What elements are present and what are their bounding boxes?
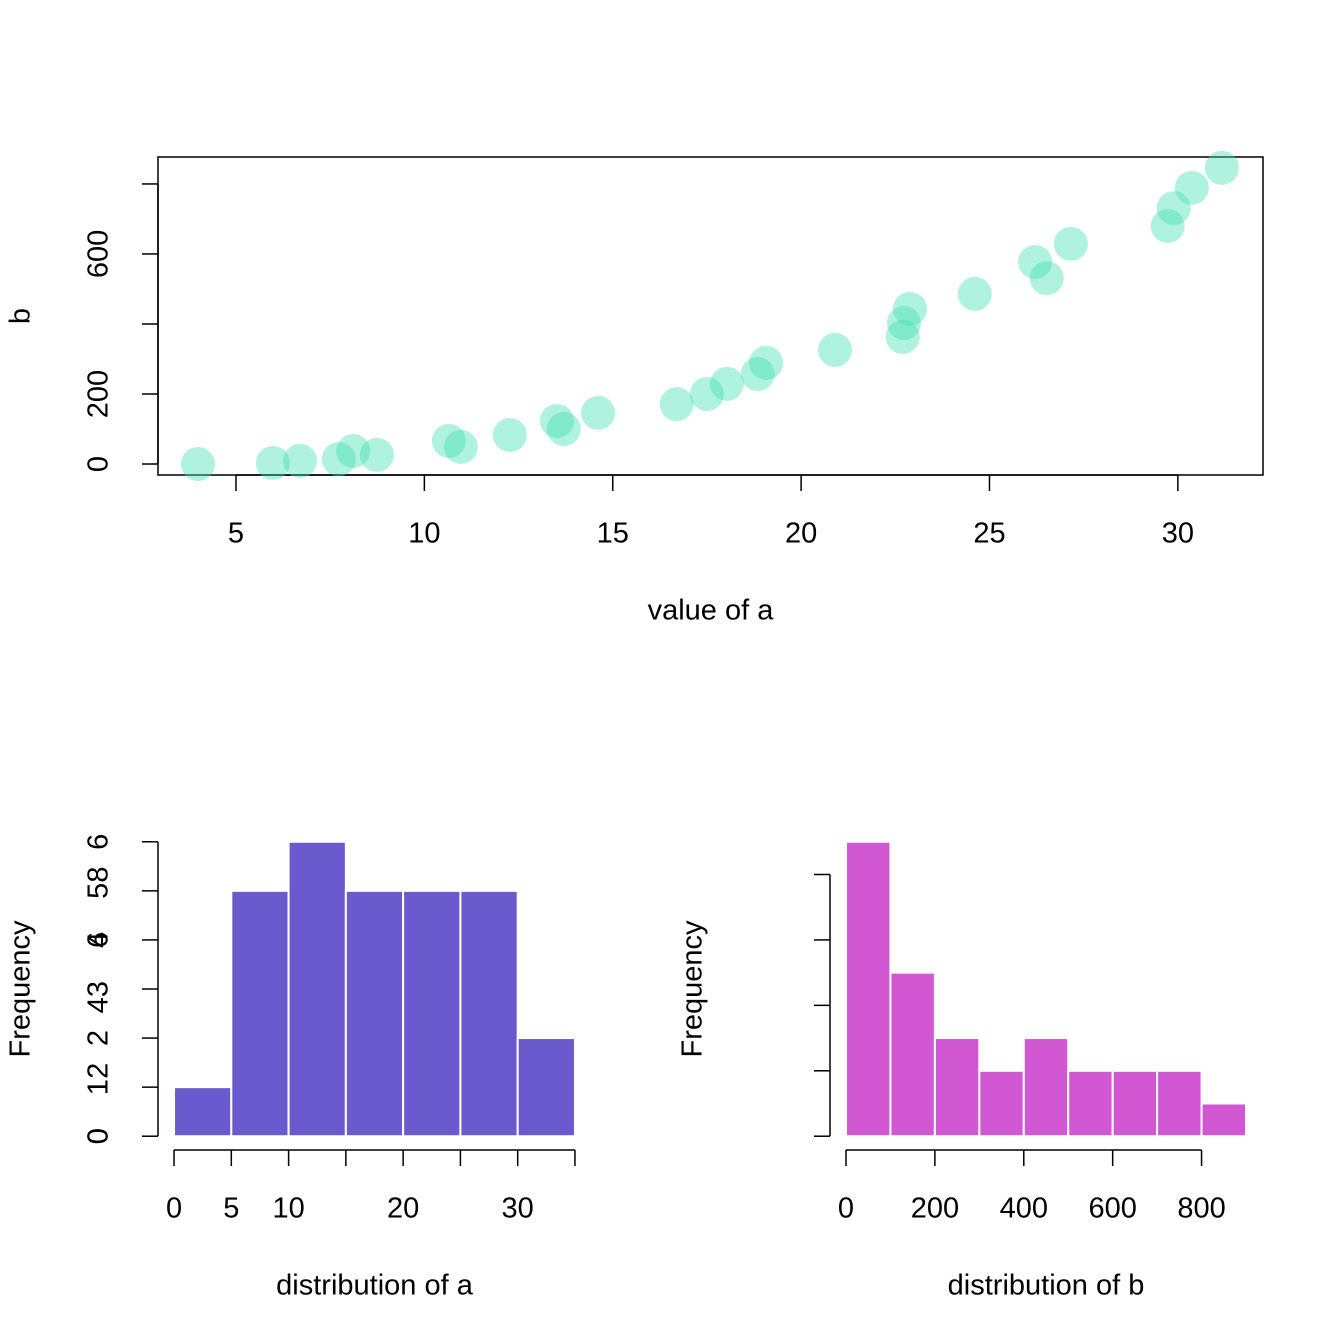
bar (516, 1037, 576, 1138)
bar (1022, 1037, 1070, 1138)
point (1174, 170, 1209, 205)
x-tick-label: 600 (1088, 1193, 1136, 1225)
point (443, 429, 478, 464)
y-tick-label: 2 (83, 1063, 115, 1079)
y-tick-label: 600 (83, 230, 115, 278)
y-tick-label: 0 (83, 456, 115, 472)
point (581, 395, 616, 430)
point (885, 319, 920, 354)
point (689, 376, 724, 411)
point (892, 291, 927, 326)
point (431, 423, 466, 458)
bar (287, 840, 347, 1138)
point (255, 445, 290, 480)
x-tick-label: 30 (1162, 518, 1194, 550)
x-tick-label: 400 (1000, 1193, 1048, 1225)
point (492, 417, 527, 452)
point (659, 387, 694, 422)
bar (230, 889, 290, 1138)
x-tick-label: 800 (1177, 1193, 1225, 1225)
point (283, 443, 318, 478)
bar (402, 889, 462, 1138)
bar (459, 889, 519, 1138)
x-tick-label: 200 (911, 1193, 959, 1225)
y-tick-label: 6 (83, 834, 115, 850)
point (1018, 245, 1053, 280)
point (1053, 226, 1088, 261)
point (1156, 191, 1191, 226)
bar (1200, 1102, 1247, 1138)
x-tick-label: 5 (228, 518, 244, 550)
x-tick-label: 5 (223, 1193, 239, 1225)
point (180, 447, 215, 482)
x-tick-label: 0 (838, 1193, 854, 1225)
point (359, 437, 394, 472)
point (321, 442, 356, 477)
y-tick-label: 200 (83, 370, 115, 418)
point (1204, 150, 1239, 185)
point (749, 345, 784, 380)
y-tick-label: 0 (83, 1128, 115, 1144)
bar (889, 971, 936, 1138)
x-axis-title: value of a (648, 595, 775, 627)
bar (1067, 1069, 1114, 1138)
bar (933, 1037, 981, 1138)
point (818, 332, 853, 367)
x-tick-label: 10 (408, 518, 440, 550)
y-tick-label: 0 (83, 1128, 115, 1144)
x-axis-title: distribution of a (276, 1270, 474, 1302)
x-tick-label: 15 (597, 518, 629, 550)
x-tick-label: 30 (502, 1193, 534, 1225)
plot-frame (157, 156, 1264, 476)
x-tick-label: 25 (973, 518, 1005, 550)
bar (1111, 1069, 1159, 1138)
point (1029, 261, 1064, 296)
bar (1156, 1069, 1203, 1138)
x-tick-label: 20 (387, 1193, 419, 1225)
y-axis-title: Frequency (677, 920, 709, 1058)
bar (845, 840, 892, 1138)
bar (173, 1086, 233, 1138)
point (709, 366, 744, 401)
x-tick-label: 0 (166, 1193, 182, 1225)
y-tick-label: 1 (83, 1079, 115, 1095)
y-tick-label: 3 (83, 981, 115, 997)
point (539, 403, 574, 438)
y-tick-label: 5 (83, 883, 115, 899)
point (1150, 208, 1185, 243)
x-tick-label: 20 (785, 518, 817, 550)
bar (344, 889, 405, 1138)
bar (978, 1069, 1025, 1138)
point (957, 276, 992, 311)
y-tick-label: 4 (83, 932, 115, 948)
x-axis-title: distribution of b (948, 1270, 1145, 1302)
y-tick-label: 6 (83, 932, 115, 948)
point (740, 357, 775, 392)
point (546, 412, 581, 447)
y-axis-title: Frequency (5, 920, 37, 1058)
y-tick-label: 8 (83, 866, 115, 882)
y-axis-title: b (5, 308, 37, 324)
y-tick-label: 4 (83, 997, 115, 1013)
point (886, 305, 921, 340)
x-tick-label: 10 (272, 1193, 304, 1225)
y-tick-label: 2 (83, 1030, 115, 1046)
point (336, 434, 371, 469)
